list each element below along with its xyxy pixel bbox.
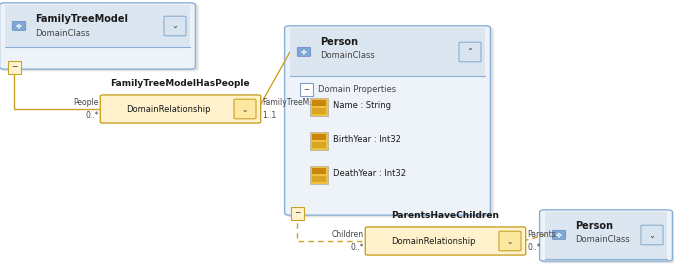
Text: ParentsHaveChildren: ParentsHaveChildren bbox=[391, 211, 499, 220]
FancyBboxPatch shape bbox=[310, 166, 328, 184]
Bar bbox=[5, 5, 190, 47]
FancyBboxPatch shape bbox=[297, 47, 311, 57]
FancyBboxPatch shape bbox=[164, 16, 186, 36]
Text: Name : String: Name : String bbox=[333, 102, 391, 110]
FancyBboxPatch shape bbox=[365, 227, 526, 255]
Text: ⌄: ⌄ bbox=[648, 230, 656, 240]
FancyBboxPatch shape bbox=[312, 168, 326, 174]
Text: Person: Person bbox=[320, 37, 358, 47]
Text: ✤: ✤ bbox=[556, 232, 562, 238]
FancyBboxPatch shape bbox=[100, 95, 261, 123]
Text: DomainClass: DomainClass bbox=[320, 51, 375, 61]
Text: ⌄: ⌄ bbox=[507, 236, 513, 245]
Bar bbox=[545, 212, 667, 259]
Text: DomainRelationship: DomainRelationship bbox=[126, 105, 210, 114]
Text: DomainClass: DomainClass bbox=[35, 28, 90, 38]
FancyBboxPatch shape bbox=[312, 100, 326, 106]
Text: People: People bbox=[73, 98, 99, 107]
Text: Domain Properties: Domain Properties bbox=[318, 85, 396, 95]
Bar bbox=[290, 28, 485, 76]
FancyBboxPatch shape bbox=[312, 176, 326, 182]
Text: DomainClass: DomainClass bbox=[575, 236, 630, 244]
Text: −: − bbox=[294, 209, 300, 218]
Text: FamilyTreeModelHasPeople: FamilyTreeModelHasPeople bbox=[110, 79, 250, 88]
FancyBboxPatch shape bbox=[284, 26, 491, 215]
FancyBboxPatch shape bbox=[641, 225, 663, 245]
FancyBboxPatch shape bbox=[312, 134, 326, 140]
Text: ⌄: ⌄ bbox=[242, 105, 248, 114]
Bar bbox=[300, 83, 313, 96]
Text: Children: Children bbox=[332, 230, 364, 239]
FancyBboxPatch shape bbox=[459, 42, 481, 62]
FancyBboxPatch shape bbox=[541, 211, 674, 263]
FancyBboxPatch shape bbox=[234, 99, 256, 119]
Text: ✤: ✤ bbox=[301, 49, 307, 55]
Text: FamilyTreeM...: FamilyTreeM... bbox=[262, 98, 316, 107]
FancyBboxPatch shape bbox=[312, 108, 326, 114]
Text: ⌃: ⌃ bbox=[466, 47, 474, 57]
Bar bbox=[291, 207, 304, 220]
FancyBboxPatch shape bbox=[312, 142, 326, 148]
FancyBboxPatch shape bbox=[310, 132, 328, 150]
FancyBboxPatch shape bbox=[540, 210, 673, 261]
FancyBboxPatch shape bbox=[0, 3, 195, 69]
Bar bbox=[8, 61, 21, 74]
Text: −: − bbox=[11, 62, 18, 72]
FancyBboxPatch shape bbox=[0, 4, 199, 71]
Text: DeathYear : Int32: DeathYear : Int32 bbox=[333, 169, 406, 178]
Text: BirthYear : Int32: BirthYear : Int32 bbox=[333, 136, 401, 144]
Text: 0..*: 0..* bbox=[86, 111, 99, 120]
Text: FamilyTreeModel: FamilyTreeModel bbox=[35, 14, 128, 24]
FancyBboxPatch shape bbox=[552, 230, 565, 239]
Text: 1..1: 1..1 bbox=[262, 111, 276, 120]
FancyBboxPatch shape bbox=[285, 27, 494, 217]
FancyBboxPatch shape bbox=[499, 231, 521, 251]
Text: Person: Person bbox=[575, 221, 613, 231]
Text: 0..*: 0..* bbox=[527, 243, 541, 252]
Text: ✤: ✤ bbox=[16, 23, 22, 29]
FancyBboxPatch shape bbox=[310, 98, 328, 116]
Text: ⌄: ⌄ bbox=[171, 21, 179, 31]
Text: −: − bbox=[303, 87, 309, 92]
FancyBboxPatch shape bbox=[12, 21, 26, 31]
Text: Parents: Parents bbox=[527, 230, 556, 239]
Text: 0..*: 0..* bbox=[350, 243, 364, 252]
Text: DomainRelationship: DomainRelationship bbox=[391, 236, 475, 245]
